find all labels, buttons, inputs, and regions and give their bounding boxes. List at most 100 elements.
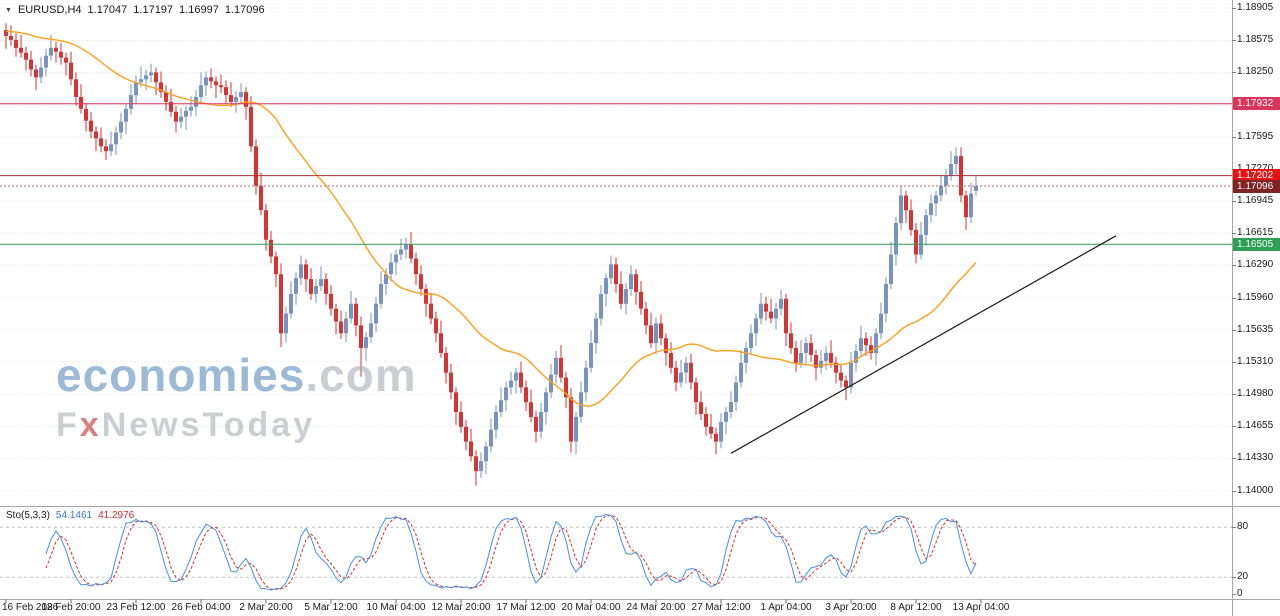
candle-down (54, 47, 58, 52)
time-axis[interactable]: 16 Feb 2026 18 Feb 20:00 23 Feb 12:00 26 Fe… (0, 602, 1232, 616)
stoch-axis-label: 20 (1237, 571, 1249, 583)
candle-up (799, 353, 803, 363)
price-tick-mark (1232, 201, 1236, 202)
candle-down (659, 323, 663, 339)
candle-down (159, 82, 163, 93)
grid (0, 7, 1232, 492)
candle-down (869, 345, 873, 353)
candle-up (684, 362, 688, 373)
candle-up (874, 333, 878, 353)
candle-down (64, 57, 68, 63)
candle-down (534, 416, 538, 432)
candle-up (239, 92, 243, 97)
price-tick-mark (1232, 426, 1236, 427)
candle-up (779, 298, 783, 309)
candle-down (644, 308, 648, 326)
candle-down (84, 108, 88, 121)
candle-down (419, 274, 423, 289)
price-axis[interactable]: 1.18905 1.18575 1.18250 1.17595 1.17270 1.169… (1232, 0, 1280, 616)
price-tick-mark (1232, 298, 1236, 299)
candle-up (234, 97, 238, 102)
candle-down (689, 362, 693, 383)
candle-down (764, 303, 768, 312)
candle-down (254, 146, 258, 186)
candle-down (19, 47, 23, 53)
candle-up (284, 313, 288, 334)
candle-down (794, 348, 798, 363)
candle-down (844, 380, 848, 388)
candle-down (699, 402, 703, 414)
candle-up (294, 278, 298, 294)
candle-down (784, 298, 788, 334)
candle-down (94, 131, 98, 139)
candle-down (619, 284, 623, 304)
candle-down (279, 274, 283, 334)
candle-down (649, 325, 653, 344)
price-tick-mark (1232, 330, 1236, 331)
candle-up (759, 303, 763, 319)
candle-up (629, 274, 633, 289)
candle-down (669, 353, 673, 368)
time-tick-label: 13 Apr 04:00 (952, 602, 1010, 613)
candle-up (489, 429, 493, 447)
candle-up (539, 412, 543, 432)
price-tick-label: 1.16945 (1237, 194, 1274, 206)
candle-up (374, 303, 378, 324)
candle-down (639, 291, 643, 309)
candle-down (24, 52, 28, 60)
candle-down (249, 106, 253, 147)
candle-up (379, 284, 383, 304)
candle-down (434, 318, 438, 334)
price-tick-label: 1.18905 (1237, 1, 1274, 13)
candle-down (789, 333, 793, 349)
candle-up (554, 357, 558, 375)
candle-up (974, 186, 978, 191)
moving-average-line[interactable] (5, 30, 977, 407)
candle-up (39, 67, 43, 78)
price-tick-label: 1.14000 (1237, 484, 1274, 496)
candle-up (184, 110, 188, 117)
candles (4, 23, 978, 486)
candle-up (729, 402, 733, 412)
candle-down (329, 293, 333, 309)
candle-down (259, 185, 263, 211)
candle-down (104, 146, 108, 152)
ascending-trendline[interactable] (730, 235, 1117, 454)
time-tick-label: 10 Mar 04:00 (366, 602, 426, 613)
candle-down (219, 85, 223, 88)
candle-up (879, 313, 883, 334)
candle-up (204, 77, 208, 86)
candle-up (944, 175, 948, 186)
ohlc-open: 1.17047 (87, 4, 128, 16)
candle-down (89, 120, 93, 132)
candle-up (584, 367, 588, 393)
time-tick-label: 27 Mar 12:00 (691, 602, 751, 613)
stoch-tick-mark (1232, 527, 1236, 528)
candle-up (719, 421, 723, 442)
candle-up (314, 286, 318, 294)
candle-up (364, 337, 368, 348)
candle-down (339, 321, 343, 334)
candle-down (174, 111, 178, 122)
candle-down (99, 138, 103, 147)
candle-up (484, 446, 488, 462)
candle-down (614, 264, 618, 285)
candle-down (519, 372, 523, 388)
collapse-triangle-icon[interactable]: ▼ (5, 6, 12, 14)
stoch-tick-mark (1232, 594, 1236, 595)
candle-down (904, 195, 908, 211)
stoch-signal-line (45, 514, 977, 590)
price-badge: 1.17202 (1233, 169, 1280, 183)
candle-up (549, 374, 553, 393)
time-tick-label: 26 Feb 04:00 (171, 602, 231, 613)
candle-up (199, 85, 203, 97)
candle-down (524, 387, 528, 403)
candle-down (269, 239, 273, 257)
candle-up (499, 400, 503, 412)
symbol-period-label: EURUSD,H4 (17, 4, 82, 16)
candle-down (769, 311, 773, 319)
candle-up (754, 318, 758, 334)
stochastic-main-value: 54.1461 (55, 510, 93, 521)
candle-up (299, 264, 303, 279)
